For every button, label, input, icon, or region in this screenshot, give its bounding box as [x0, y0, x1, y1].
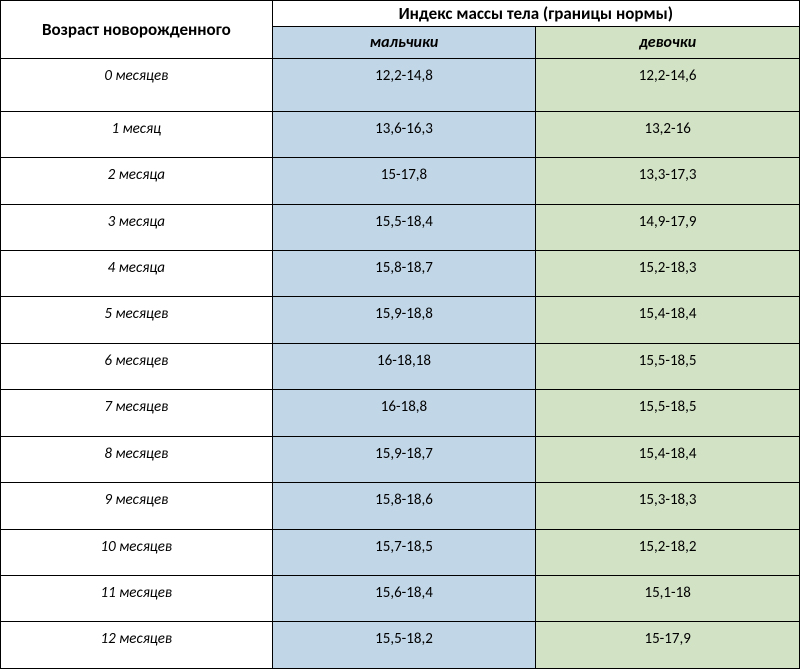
boys-cell: 16-18,8: [272, 390, 536, 436]
girls-cell: 15,1-18: [536, 575, 800, 621]
bmi-table: Возраст новорожденного Индекс массы тела…: [0, 0, 800, 669]
subheader-boys: мальчики: [272, 27, 536, 59]
table-row: 12 месяцев 15,5-18,2 15-17,9: [1, 622, 800, 669]
table-row: 1 месяц 13,6-16,3 13,2-16: [1, 111, 800, 157]
girls-cell: 15,3-18,3: [536, 483, 800, 529]
age-cell: 11 месяцев: [1, 575, 273, 621]
header-age: Возраст новорожденного: [1, 1, 273, 59]
age-cell: 5 месяцев: [1, 297, 273, 343]
table-row: 2 месяца 15-17,8 13,3-17,3: [1, 158, 800, 204]
age-cell: 10 месяцев: [1, 529, 273, 575]
girls-cell: 15,4-18,4: [536, 436, 800, 482]
boys-cell: 15,9-18,8: [272, 297, 536, 343]
girls-cell: 12,2-14,6: [536, 59, 800, 112]
table-body: 0 месяцев 12,2-14,8 12,2-14,6 1 месяц 13…: [1, 59, 800, 669]
age-cell: 6 месяцев: [1, 343, 273, 389]
girls-cell: 15,2-18,2: [536, 529, 800, 575]
table-row: 4 месяца 15,8-18,7 15,2-18,3: [1, 251, 800, 297]
age-cell: 12 месяцев: [1, 622, 273, 669]
boys-cell: 15,5-18,4: [272, 204, 536, 250]
age-cell: 2 месяца: [1, 158, 273, 204]
girls-cell: 15,5-18,5: [536, 343, 800, 389]
girls-cell: 15,4-18,4: [536, 297, 800, 343]
header-bmi: Индекс массы тела (границы нормы): [272, 1, 799, 27]
table-row: 0 месяцев 12,2-14,8 12,2-14,6: [1, 59, 800, 112]
subheader-girls: девочки: [536, 27, 800, 59]
age-cell: 7 месяцев: [1, 390, 273, 436]
table-row: 9 месяцев 15,8-18,6 15,3-18,3: [1, 483, 800, 529]
girls-cell: 14,9-17,9: [536, 204, 800, 250]
age-cell: 0 месяцев: [1, 59, 273, 112]
table-row: 3 месяца 15,5-18,4 14,9-17,9: [1, 204, 800, 250]
boys-cell: 16-18,18: [272, 343, 536, 389]
boys-cell: 15-17,8: [272, 158, 536, 204]
boys-cell: 15,8-18,6: [272, 483, 536, 529]
boys-cell: 13,6-16,3: [272, 111, 536, 157]
table-row: 11 месяцев 15,6-18,4 15,1-18: [1, 575, 800, 621]
age-cell: 4 месяца: [1, 251, 273, 297]
boys-cell: 15,8-18,7: [272, 251, 536, 297]
girls-cell: 15,5-18,5: [536, 390, 800, 436]
table-row: 10 месяцев 15,7-18,5 15,2-18,2: [1, 529, 800, 575]
table-row: 6 месяцев 16-18,18 15,5-18,5: [1, 343, 800, 389]
girls-cell: 15-17,9: [536, 622, 800, 669]
boys-cell: 15,7-18,5: [272, 529, 536, 575]
age-cell: 9 месяцев: [1, 483, 273, 529]
table-row: 7 месяцев 16-18,8 15,5-18,5: [1, 390, 800, 436]
girls-cell: 15,2-18,3: [536, 251, 800, 297]
girls-cell: 13,3-17,3: [536, 158, 800, 204]
table-row: 8 месяцев 15,9-18,7 15,4-18,4: [1, 436, 800, 482]
boys-cell: 15,9-18,7: [272, 436, 536, 482]
age-cell: 3 месяца: [1, 204, 273, 250]
boys-cell: 15,5-18,2: [272, 622, 536, 669]
boys-cell: 12,2-14,8: [272, 59, 536, 112]
boys-cell: 15,6-18,4: [272, 575, 536, 621]
age-cell: 1 месяц: [1, 111, 273, 157]
girls-cell: 13,2-16: [536, 111, 800, 157]
table-row: 5 месяцев 15,9-18,8 15,4-18,4: [1, 297, 800, 343]
age-cell: 8 месяцев: [1, 436, 273, 482]
